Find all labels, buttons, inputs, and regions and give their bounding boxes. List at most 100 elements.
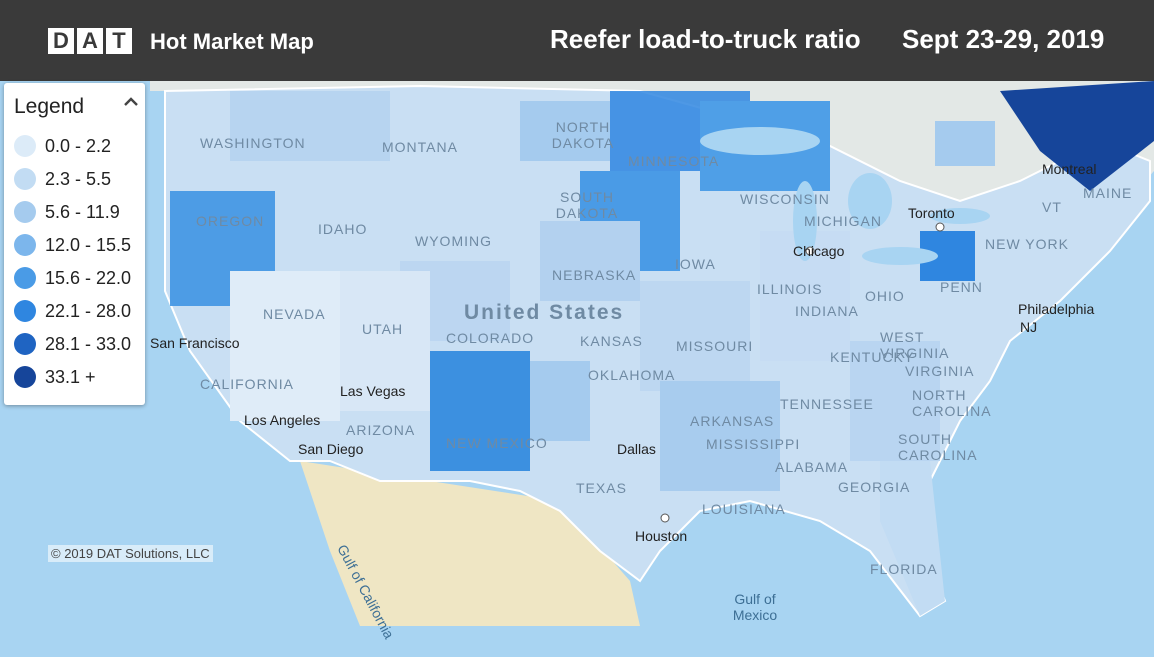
houston-dot: [660, 513, 670, 523]
lake-superior: [700, 127, 820, 155]
label-penn: PENN: [940, 279, 983, 295]
label-alabama: ALABAMA: [775, 459, 849, 475]
city-nj: NJ: [1020, 319, 1038, 335]
legend-label: 5.6 - 11.9: [45, 201, 120, 222]
legend-item: 2.3 - 5.5: [14, 166, 111, 192]
label-north-dakota: NORTH DAKOTA: [551, 119, 615, 151]
hot-market-map[interactable]: WASHINGTON MONTANA NORTH DAKOTA MINNESOT…: [0, 81, 1154, 641]
label-illinois: ILLINOIS: [757, 281, 823, 297]
label-maine: MAINE: [1083, 185, 1133, 201]
label-west-virginia: WEST VIRGINIA: [880, 329, 950, 361]
washington-montana-region: [230, 91, 390, 161]
label-vt: VT: [1042, 199, 1062, 215]
north-dakota-region: [520, 101, 610, 161]
label-south-carolina: SOUTH CAROLINA: [898, 431, 978, 463]
toronto-dot: [935, 222, 945, 232]
legend-item: 33.1 +: [14, 364, 96, 390]
copyright-notice: © 2019 DAT Solutions, LLC: [48, 545, 213, 562]
legend-swatch: [14, 300, 36, 322]
city-san-diego: San Diego: [298, 441, 364, 457]
chevron-up-icon[interactable]: [122, 93, 140, 111]
ontario-region: [935, 121, 995, 166]
new-mexico-region: [430, 351, 530, 471]
country-label-us: United States: [464, 301, 625, 324]
label-florida: FLORIDA: [870, 561, 938, 577]
legend-item: 28.1 - 33.0: [14, 331, 131, 357]
city-toronto: Toronto: [908, 205, 955, 221]
label-nevada: NEVADA: [263, 306, 326, 322]
label-georgia: GEORGIA: [838, 479, 911, 495]
lake-erie: [862, 247, 938, 265]
legend-swatch: [14, 333, 36, 355]
label-colorado: COLORADO: [446, 330, 535, 346]
legend-swatch: [14, 135, 36, 157]
legend-label: 15.6 - 22.0: [45, 267, 132, 288]
label-montana: MONTANA: [382, 139, 458, 155]
label-tennessee: TENNESSEE: [780, 396, 874, 412]
legend-label: 22.1 - 28.0: [45, 300, 132, 321]
label-wisconsin: WISCONSIN: [740, 191, 830, 207]
lake-ontario: [930, 208, 990, 224]
label-california: CALIFORNIA: [200, 376, 295, 392]
city-montreal: Montreal: [1042, 161, 1097, 177]
label-utah: UTAH: [362, 321, 404, 337]
legend-swatch: [14, 234, 36, 256]
label-louisiana: LOUISIANA: [702, 501, 786, 517]
canada-land: [150, 81, 1154, 281]
city-las-vegas: Las Vegas: [340, 383, 406, 399]
legend-swatch: [14, 168, 36, 190]
label-new-mexico: NEW MEXICO: [446, 435, 548, 451]
missouri-region: [640, 281, 750, 391]
label-oregon: OREGON: [196, 213, 265, 229]
lake-huron: [848, 173, 892, 229]
label-washington: WASHINGTON: [200, 135, 306, 151]
legend-item: 15.6 - 22.0: [14, 265, 131, 291]
city-chicago: Chicago: [793, 243, 845, 259]
label-missouri: MISSOURI: [676, 338, 754, 354]
legend-swatch: [14, 267, 36, 289]
legend-panel: Legend 0.0 - 2.2 2.3 - 5.5 5.6 - 11.9 12…: [4, 83, 145, 405]
label-south-dakota: SOUTH DAKOTA: [555, 189, 619, 221]
label-nebraska: NEBRASKA: [552, 267, 637, 283]
label-arizona: ARIZONA: [346, 422, 416, 438]
city-los-angeles: Los Angeles: [244, 412, 321, 428]
dat-logo: D A T: [48, 28, 132, 54]
nevada-utah-region: [330, 271, 430, 411]
label-texas: TEXAS: [576, 480, 627, 496]
map-canvas[interactable]: [0, 81, 1154, 626]
legend-item: 22.1 - 28.0: [14, 298, 131, 324]
south-central-region: [660, 381, 780, 491]
carolinas-region: [850, 341, 940, 461]
legend-label: 12.0 - 15.5: [45, 234, 132, 255]
label-iowa: IOWA: [675, 256, 716, 272]
label-idaho: IDAHO: [318, 221, 368, 237]
logo-letter-d: D: [48, 28, 74, 54]
quebec-region: [1000, 81, 1154, 191]
label-michigan: MICHIGAN: [804, 213, 882, 229]
label-indiana: INDIANA: [795, 303, 859, 319]
nebraska-kansas-region: [540, 221, 640, 301]
city-dallas: Dallas: [617, 441, 656, 457]
header-bar: D A T Hot Market Map Reefer load-to-truc…: [0, 0, 1154, 81]
label-virginia: VIRGINIA: [905, 363, 975, 379]
legend-swatch: [14, 366, 36, 388]
legend-label: 0.0 - 2.2: [45, 135, 112, 156]
date-range: Sept 23-29, 2019: [902, 24, 1105, 54]
water-gulf-of-mexico: Gulf of Mexico: [732, 591, 778, 623]
label-new-york: NEW YORK: [985, 236, 1069, 252]
label-kentucky: KENTUCKY: [830, 349, 915, 365]
city-san-francisco: San Francisco: [150, 335, 240, 351]
lake-michigan: [793, 181, 817, 261]
app-title: Hot Market Map: [150, 29, 314, 54]
logo-letter-t: T: [106, 28, 132, 54]
label-kansas: KANSAS: [580, 333, 643, 349]
legend-item: 12.0 - 15.5: [14, 232, 131, 258]
label-wyoming: WYOMING: [415, 233, 492, 249]
legend-label: 28.1 - 33.0: [45, 333, 132, 354]
nevada-region: [230, 271, 340, 421]
legend-label: 2.3 - 5.5: [45, 168, 112, 189]
legend-swatch: [14, 201, 36, 223]
legend-item: 5.6 - 11.9: [14, 199, 120, 225]
label-oklahoma: OKLAHOMA: [588, 367, 676, 383]
city-houston: Houston: [635, 528, 688, 544]
